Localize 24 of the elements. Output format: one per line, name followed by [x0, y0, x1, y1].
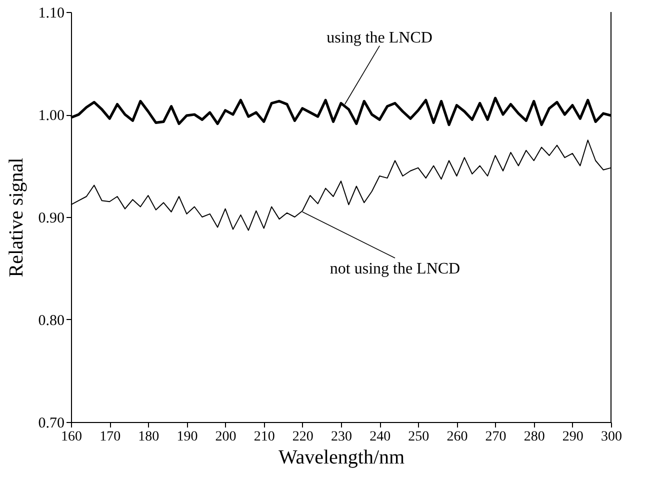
x-tick-label: 290: [562, 430, 584, 444]
x-tick-label: 280: [524, 430, 545, 444]
x-tick-label: 200: [215, 430, 236, 444]
x-tick-label: 270: [485, 430, 506, 444]
annotation: using the LNCD: [326, 30, 432, 47]
x-tick-label: 250: [408, 430, 430, 444]
x-tick-label: 240: [370, 430, 391, 444]
y-tick-label: 0.80: [38, 313, 64, 329]
y-tick-label: 1.00: [38, 108, 64, 124]
x-tick-label: 230: [331, 430, 352, 444]
x-tick-label: 180: [138, 430, 160, 444]
x-tick-label: 160: [61, 430, 82, 444]
y-tick-label: 1.10: [38, 6, 64, 22]
x-tick-label: 210: [254, 430, 275, 444]
annotation: not using the LNCD: [330, 260, 460, 278]
y-axis-title: Relative signal: [5, 157, 28, 278]
x-tick-label: 220: [292, 430, 314, 444]
x-tick-label: 260: [446, 430, 468, 444]
y-tick-label: 0.70: [38, 416, 64, 432]
x-axis-title: Wavelength/nm: [278, 446, 406, 468]
x-tick-label: 190: [176, 430, 198, 444]
x-tick-label: 300: [601, 430, 622, 444]
x-tick-label: 170: [100, 430, 121, 444]
y-tick-label: 0.90: [38, 210, 64, 226]
